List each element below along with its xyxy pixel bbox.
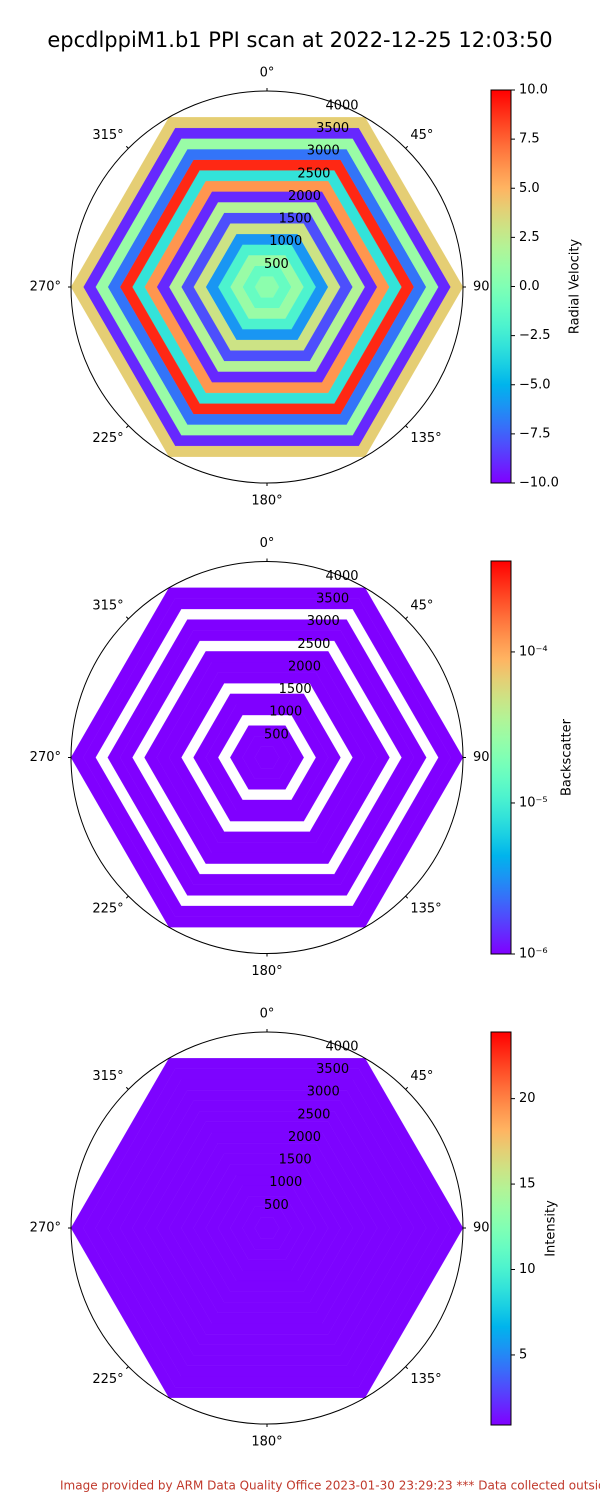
colorbar-tick-label: 5 (519, 1347, 527, 1362)
footer: Image provided by ARM Data Quality Offic… (60, 1479, 600, 1493)
colorbar-tick-label: −2.5 (519, 328, 551, 343)
r-tick-label: 3000 (307, 614, 340, 629)
theta-tick (125, 1086, 129, 1090)
r-tick-label: 2500 (297, 166, 330, 181)
theta-tick-label: 135° (410, 431, 441, 446)
range-gate (230, 725, 304, 790)
colorbar-tick-label: 10⁻⁵ (519, 795, 548, 810)
r-tick-label: 3000 (307, 144, 340, 159)
colorbar-tick-label: 5.0 (519, 181, 540, 196)
colorbar-tick-label: 7.5 (519, 132, 540, 147)
colorbar-tick-label: 2.5 (519, 230, 540, 245)
colorbar-tick-label: 10 (519, 1262, 536, 1277)
colorbar-tick-label: 0.0 (519, 279, 540, 294)
colorbar-tick-label: −5.0 (519, 377, 551, 392)
r-tick-label: 2500 (297, 1107, 330, 1122)
theta-tick-label: 45° (410, 128, 433, 143)
theta-tick-label: 45° (410, 1069, 433, 1084)
theta-tick (405, 616, 409, 620)
range-gate (144, 651, 390, 864)
r-tick-label: 4000 (325, 1039, 358, 1054)
r-tick-label: 3000 (307, 1085, 340, 1100)
range-gate (107, 619, 427, 896)
colorbar-label: Backscatter (560, 718, 575, 796)
theta-tick-label: 225° (92, 431, 123, 446)
r-tick-label: 500 (264, 257, 289, 272)
r-tick-label: 1500 (279, 1153, 312, 1168)
theta-tick-label: 0° (260, 66, 275, 81)
theta-tick-label: 90° (473, 280, 496, 295)
figure-title: epcdlppiM1.b1 PPI scan at 2022-12-25 12:… (47, 28, 552, 52)
range-gate (193, 693, 341, 822)
theta-tick (125, 616, 129, 620)
colorbar-tick-label: −7.5 (519, 426, 551, 441)
theta-tick-label: 270° (30, 1221, 61, 1236)
theta-tick-label: 135° (410, 1372, 441, 1387)
r-tick-label: 3500 (316, 1062, 349, 1077)
theta-tick-label: 135° (410, 901, 441, 916)
r-tick-label: 2000 (288, 1130, 321, 1145)
theta-tick-label: 315° (92, 128, 123, 143)
theta-tick-label: 315° (92, 599, 123, 614)
colorbar-tick-label: −10.0 (519, 476, 559, 491)
r-tick-label: 1000 (269, 234, 302, 249)
r-tick-label: 1000 (269, 1175, 302, 1190)
r-tick-label: 4000 (325, 569, 358, 584)
r-tick-label: 2000 (288, 659, 321, 674)
theta-tick (405, 145, 409, 149)
r-tick-label: 1500 (279, 682, 312, 697)
r-tick-label: 2000 (288, 189, 321, 204)
colorbar (490, 1031, 512, 1426)
colorbar-label: Radial Velocity (568, 239, 583, 335)
colorbar (490, 560, 512, 955)
theta-tick-label: 180° (251, 964, 282, 979)
theta-tick-label: 0° (260, 1007, 275, 1022)
theta-tick (405, 425, 409, 429)
theta-tick-label: 225° (92, 1372, 123, 1387)
theta-tick-label: 180° (251, 494, 282, 509)
r-tick-label: 2500 (297, 637, 330, 652)
theta-tick (125, 1366, 129, 1370)
r-tick-label: 1000 (269, 705, 302, 720)
r-tick-label: 500 (264, 727, 289, 742)
theta-tick (125, 425, 129, 429)
colorbar (490, 89, 512, 484)
theta-tick (125, 145, 129, 149)
theta-tick (405, 1366, 409, 1370)
theta-tick-label: 90° (473, 1221, 496, 1236)
r-tick-label: 3500 (316, 592, 349, 607)
theta-tick-label: 225° (92, 901, 123, 916)
theta-tick-label: 180° (251, 1435, 282, 1450)
r-tick-label: 3500 (316, 121, 349, 136)
colorbar-tick-label: 10⁻⁶ (519, 947, 548, 962)
colorbar-tick-label: 10⁻⁴ (519, 644, 548, 659)
theta-tick (405, 895, 409, 899)
r-tick-label: 1500 (279, 212, 312, 227)
colorbar-tick-label: 10.0 (519, 83, 548, 98)
theta-tick-label: 45° (410, 599, 433, 614)
theta-tick (125, 895, 129, 899)
r-tick-label: 500 (264, 1198, 289, 1213)
colorbar-label: Intensity (544, 1200, 559, 1257)
theta-tick-label: 270° (30, 280, 61, 295)
colorbar-tick-label: 15 (519, 1177, 536, 1192)
theta-tick-label: 270° (30, 750, 61, 765)
theta-tick (405, 1086, 409, 1090)
theta-tick-label: 0° (260, 536, 275, 551)
r-tick-label: 4000 (325, 98, 358, 113)
theta-tick-label: 315° (92, 1069, 123, 1084)
colorbar-tick-label: 20 (519, 1091, 536, 1106)
theta-tick-label: 90° (473, 750, 496, 765)
